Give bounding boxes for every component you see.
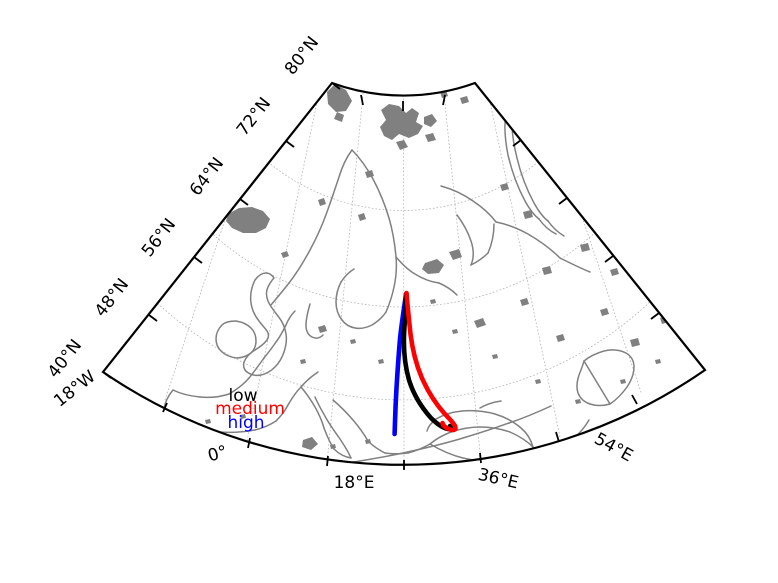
lon-tick-label: 18°E [334, 473, 375, 493]
graticule-meridians [164, 83, 642, 465]
lat-tick-label: 56°N [138, 215, 180, 261]
legend-entry-medium: medium [215, 399, 285, 419]
trajectory-low [401, 291, 454, 432]
lat-tick-label: 80°N [281, 33, 323, 79]
lon-tick-label: 36°E [476, 465, 520, 494]
lat-tick-label: 72°N [233, 94, 275, 140]
longitude-labels: 18°W0°18°E 36°E54°E [50, 367, 636, 494]
trajectory-medium [404, 290, 458, 433]
lat-tick-label: 48°N [91, 275, 133, 321]
trajectory-lines [392, 290, 458, 437]
frame-ticks [102, 82, 660, 470]
lat-tick-label: 64°N [186, 154, 228, 200]
latitude-labels: 80°N72°N64°N56°N48°N40°N [44, 33, 323, 382]
legend-entry-high: high [227, 413, 264, 433]
map-frame [101, 81, 707, 466]
lon-tick-label: 0° [206, 442, 230, 467]
legend-entry-low: low [228, 386, 257, 406]
lon-tick-label: 54°E [591, 429, 636, 466]
trajectory-high [392, 291, 409, 437]
